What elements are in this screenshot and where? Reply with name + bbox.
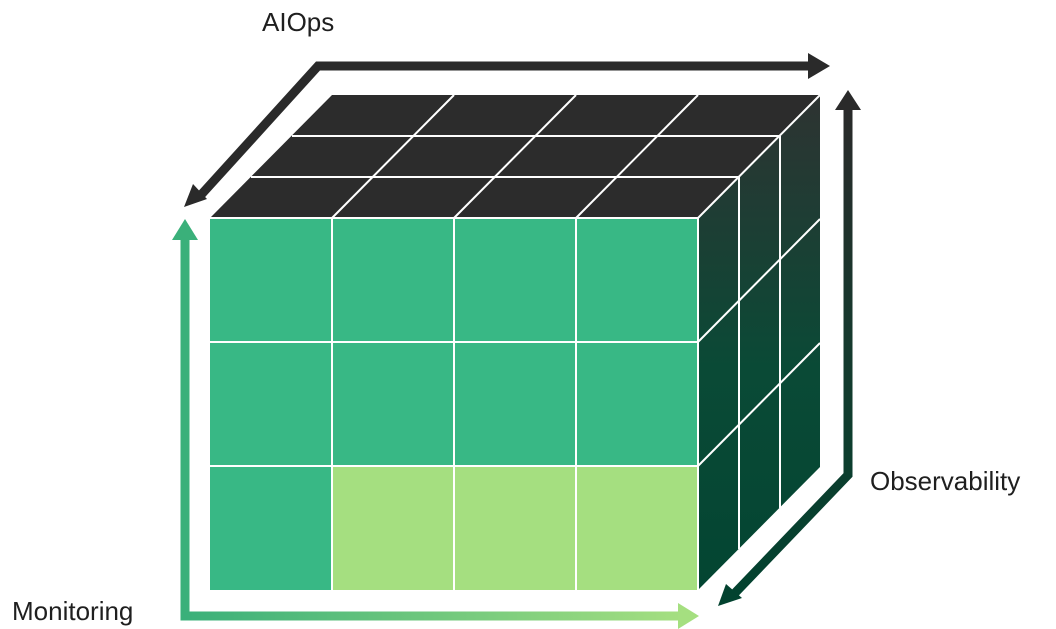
bent-double-arrow-icon: [184, 53, 830, 207]
aiops-label: AIOps: [262, 7, 335, 37]
observability-arrow: [730, 106, 853, 598]
bent-double-arrow-icon: [718, 90, 861, 606]
aiops-arrowhead-left: [184, 184, 207, 207]
cube-front-grid: [210, 218, 698, 590]
monitoring-arrowhead-right: [678, 603, 699, 629]
monitoring-arrow: [180, 236, 682, 621]
monitoring-label: Monitoring: [12, 596, 134, 626]
cube-side-grid: [697, 136, 821, 549]
monitoring-arrowhead-up: [172, 219, 198, 240]
observability-label: Observability: [870, 466, 1021, 496]
front-cell-light: [332, 466, 698, 590]
observability-arrowhead-down: [718, 584, 742, 606]
cube-side-face: [698, 95, 820, 590]
aiops-arrow: [196, 61, 812, 200]
cube-edges: [210, 94, 821, 590]
aiops-arrowhead-right: [808, 53, 830, 79]
bent-double-arrow-icon: [172, 219, 699, 629]
observability-arrowhead-up: [835, 90, 861, 110]
cube-top-grid: [251, 94, 780, 219]
